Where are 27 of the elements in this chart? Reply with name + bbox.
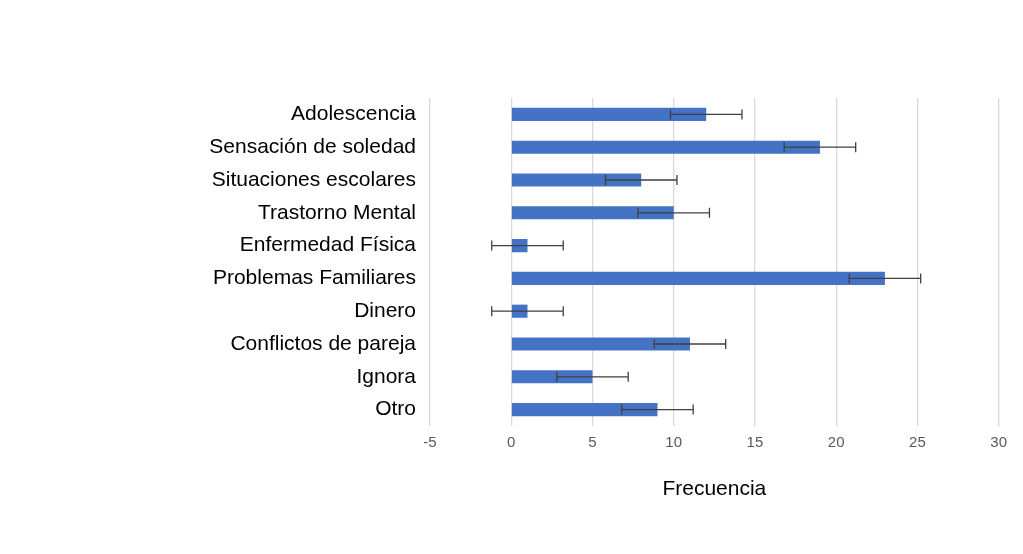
y-tick-label: Otro (375, 396, 416, 420)
x-tick-label: -5 (423, 433, 437, 451)
y-tick-label: Adolescencia (291, 101, 417, 125)
y-tick-label: Ignora (356, 363, 417, 387)
bar (511, 173, 642, 187)
bar (511, 337, 690, 351)
x-axis-title: Frecuencia (662, 476, 767, 500)
x-tick-label: 25 (909, 433, 926, 451)
y-tick-label: Dinero (354, 298, 416, 321)
x-tick-label: 0 (507, 433, 516, 451)
y-tick-label: Trastorno Mental (258, 199, 416, 223)
y-tick-label: Problemas Familiares (212, 265, 416, 289)
x-tick-label: 5 (588, 433, 597, 451)
x-tick-label: 30 (990, 433, 1007, 451)
y-tick-label: Conflictos de pareja (230, 330, 417, 354)
x-tick-label: 15 (746, 433, 764, 451)
bar (511, 271, 885, 285)
bar (511, 107, 707, 121)
bar (511, 206, 674, 220)
y-tick-label: Enfermedad Física (239, 232, 417, 256)
y-tick-label: Sensación de soledad (209, 134, 416, 157)
y-tick-label: Situaciones escolares (211, 166, 416, 190)
x-tick-label: 10 (665, 433, 683, 451)
x-tick-label: 20 (827, 433, 845, 451)
bar (511, 370, 593, 384)
bar (511, 140, 820, 154)
bar (511, 403, 658, 417)
